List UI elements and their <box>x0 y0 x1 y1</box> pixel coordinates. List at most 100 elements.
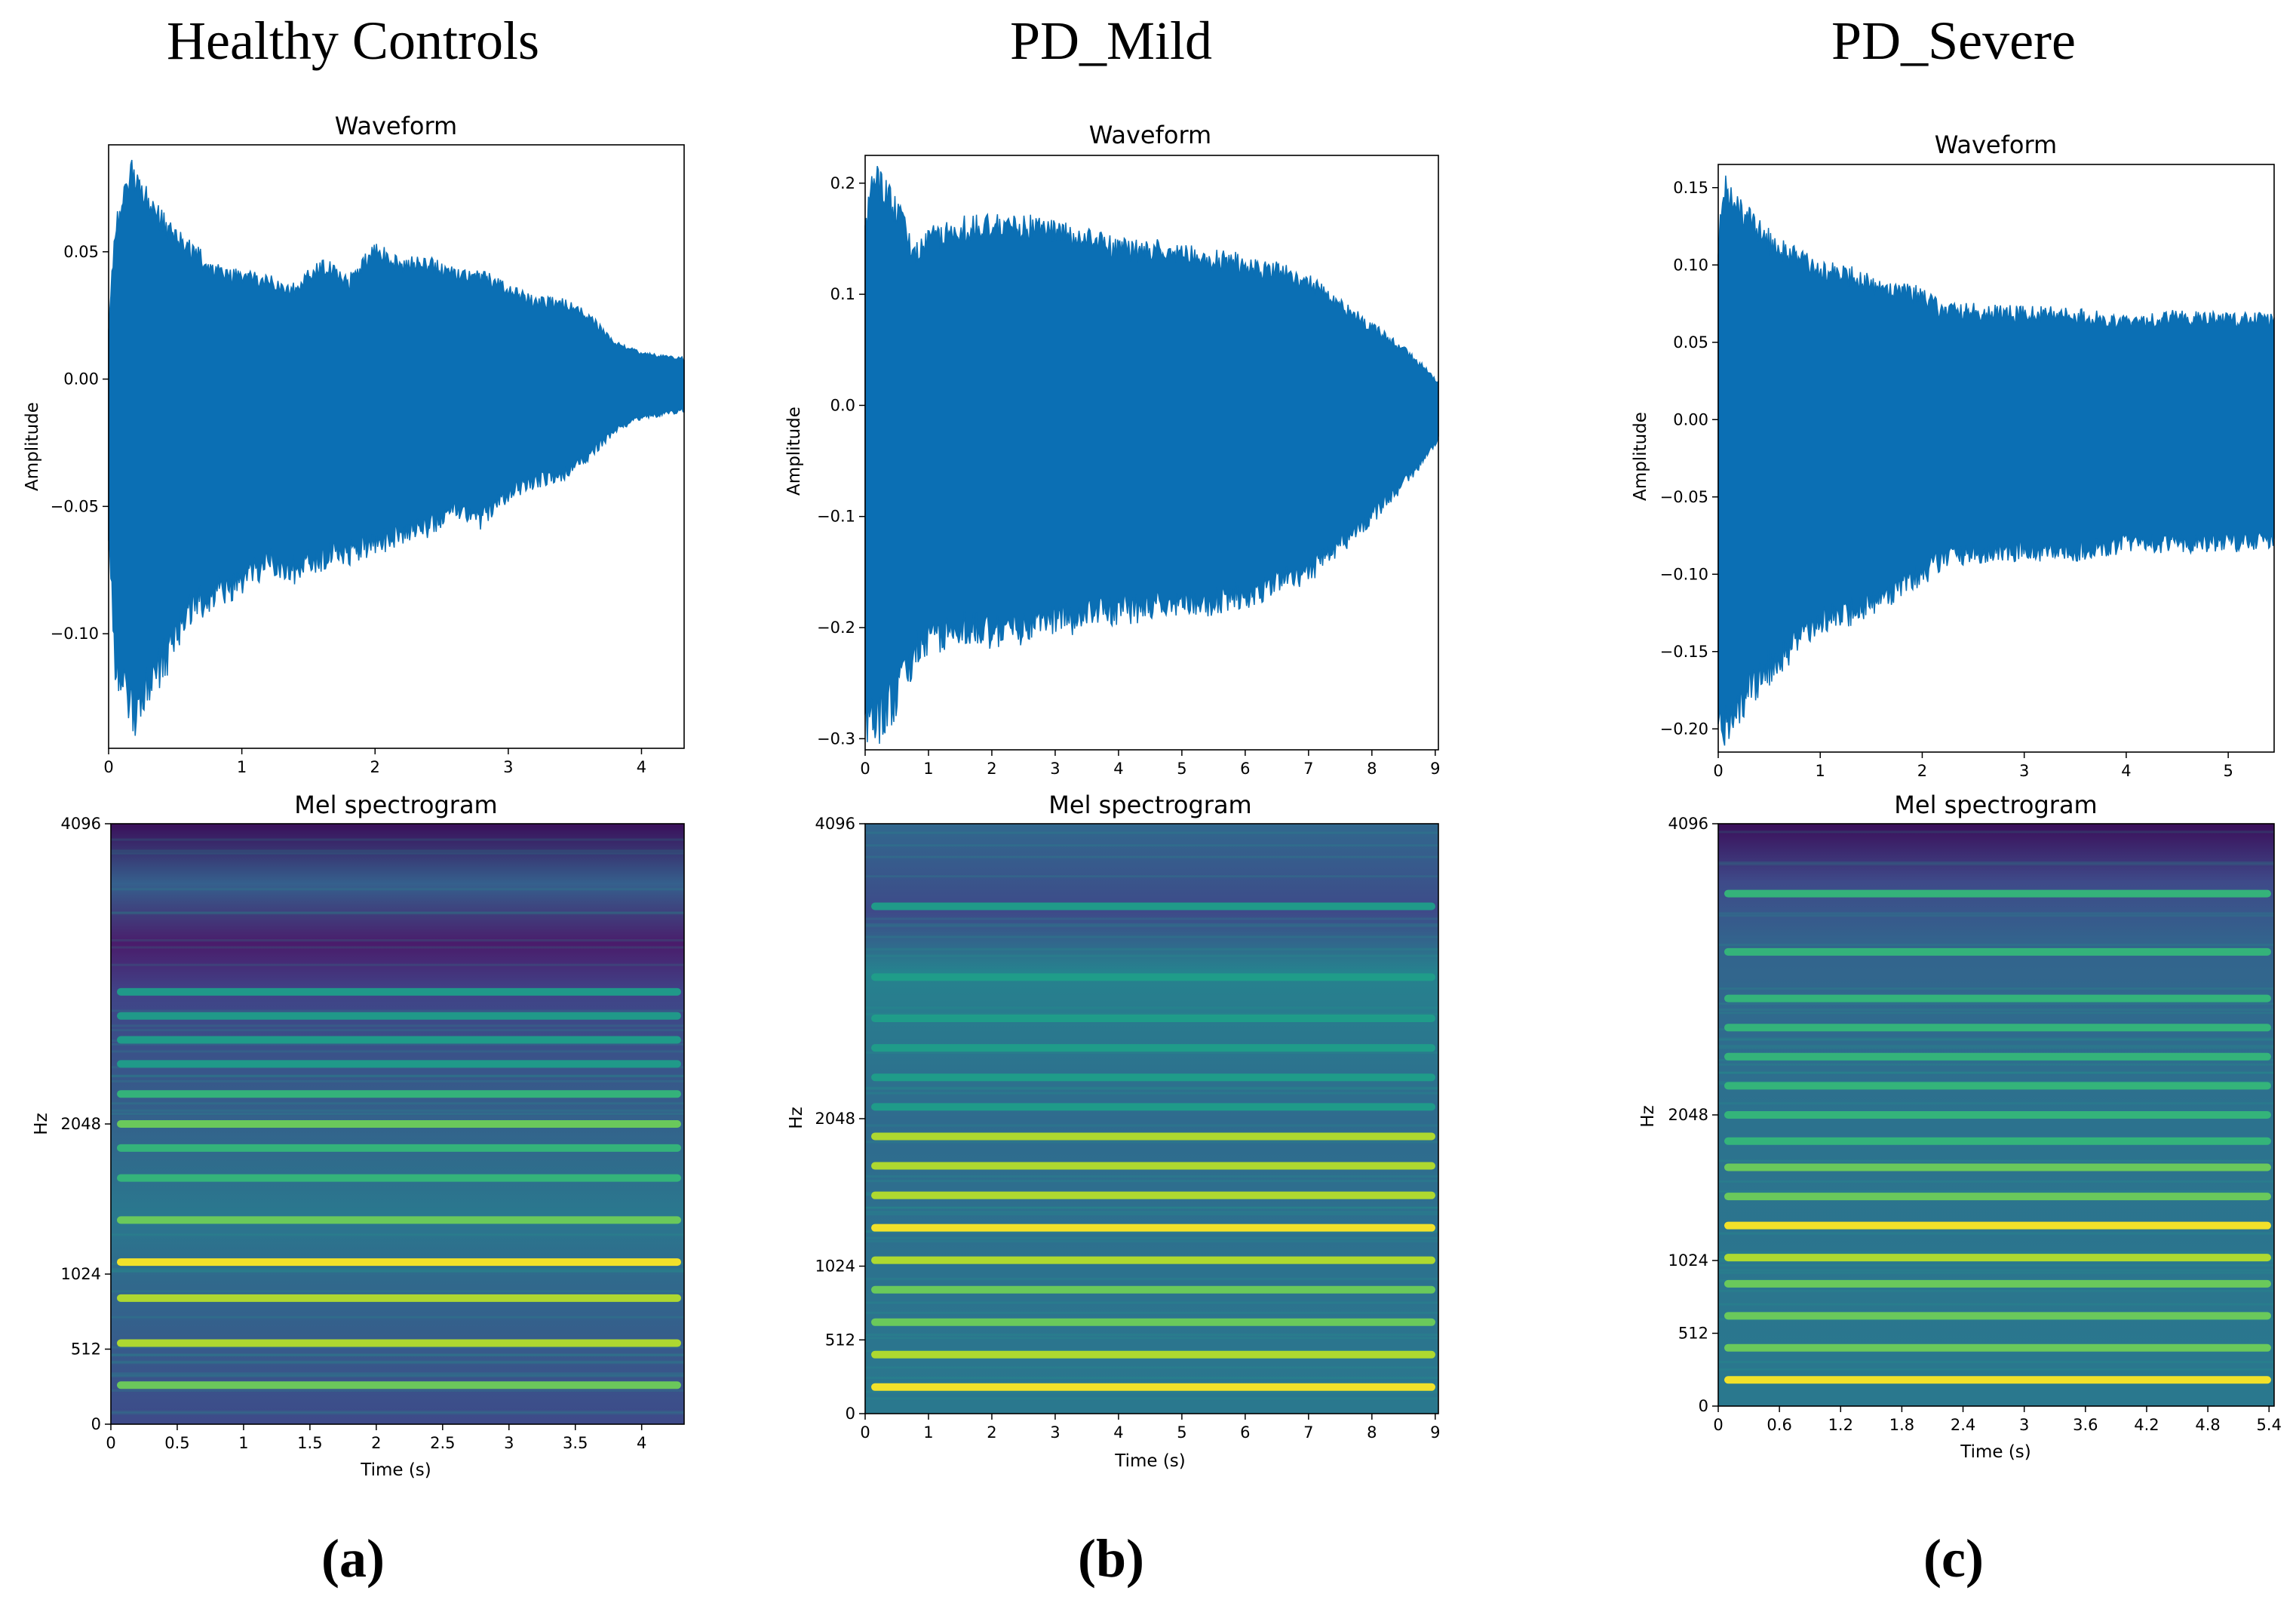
y-tick-label: 1024 <box>815 1257 855 1276</box>
spectrogram-texture <box>1718 987 2274 990</box>
spectrogram-texture <box>1718 863 2274 866</box>
x-tick-label: 7 <box>1303 760 1313 778</box>
x-tick-label: 3.5 <box>563 1434 588 1452</box>
x-tick-label: 1.8 <box>1889 1416 1914 1434</box>
spectrogram-texture <box>1718 1037 2274 1040</box>
x-tick-label: 4 <box>1113 1423 1123 1442</box>
spectrogram-texture <box>865 1213 1438 1216</box>
x-tick-label: 2 <box>370 758 380 776</box>
spectrogram-texture <box>111 1009 684 1012</box>
spectrogram-texture <box>865 831 1438 834</box>
spectrogram-texture <box>1718 944 2274 947</box>
spectrogram-texture <box>865 1334 1438 1337</box>
heading-pd-mild: PD_Mild <box>1010 11 1212 71</box>
y-tick-label: 512 <box>825 1331 855 1349</box>
spectrogram-texture <box>865 1124 1438 1127</box>
spectrogram-texture <box>111 1374 684 1377</box>
x-tick-label: 4 <box>637 758 646 776</box>
spectrogram-texture <box>111 1290 684 1293</box>
spectrogram-texture <box>1718 1190 2274 1193</box>
spectrogram-texture <box>865 855 1438 858</box>
x-tick-label: 9 <box>1430 760 1440 778</box>
y-tick-label: −0.10 <box>51 625 99 643</box>
spectrogram-texture <box>1718 1071 2274 1074</box>
x-tick-label: 0.6 <box>1767 1416 1791 1434</box>
spectrogram-texture <box>1718 1063 2274 1066</box>
spectrogram-texture <box>111 852 684 855</box>
spectrogram-texture <box>1718 1361 2274 1364</box>
x-tick-label: 1 <box>923 1423 933 1442</box>
x-tick-label: 2 <box>371 1434 381 1452</box>
harmonic-band <box>117 1294 681 1302</box>
spectrogram-texture <box>865 925 1438 928</box>
y-tick-label: −0.3 <box>817 729 855 748</box>
spectrogram-texture <box>865 1239 1438 1242</box>
y-tick-label: 0.05 <box>63 243 99 261</box>
waveform-area <box>108 159 685 736</box>
spectrogram-texture <box>865 947 1438 950</box>
x-tick-label: 0 <box>103 758 113 776</box>
spectrogram-texture <box>111 911 684 914</box>
spectrogram-texture <box>111 1074 684 1077</box>
heading-pd-severe: PD_Severe <box>1831 11 2076 71</box>
x-tick-label: 3 <box>2019 1416 2029 1434</box>
spectrogram-texture <box>1718 1044 2274 1047</box>
x-tick-label: 3.6 <box>2073 1416 2098 1434</box>
x-tick-label: 3 <box>1050 1423 1060 1442</box>
spectrogram-texture <box>111 1024 684 1027</box>
spectrogram-texture <box>865 1390 1438 1393</box>
spectrogram-texture <box>1718 1368 2274 1371</box>
spectrogram-texture <box>111 1353 684 1356</box>
y-tick-label: −0.05 <box>51 497 99 515</box>
waveform-area <box>864 165 1439 745</box>
plot-frame <box>108 144 685 749</box>
spectrogram-texture <box>865 1092 1438 1095</box>
chart-title: Waveform <box>1935 131 2057 159</box>
y-tick-label: 2048 <box>1668 1106 1708 1124</box>
x-tick-label: 5.4 <box>2257 1416 2282 1434</box>
harmonic-band <box>1724 1193 2271 1201</box>
spectrogram-texture <box>1718 861 2274 864</box>
harmonic-band <box>871 1224 1435 1232</box>
harmonic-band <box>117 1258 681 1267</box>
x-tick-label: 1 <box>923 760 933 778</box>
harmonic-band <box>1724 1137 2271 1145</box>
spectrogram-texture <box>111 1374 684 1377</box>
spectrogram-texture <box>865 1180 1438 1183</box>
x-axis-label: Time (s) <box>1960 1442 2031 1462</box>
x-tick-label: 1.2 <box>1828 1416 1853 1434</box>
spectrogram-texture <box>1718 1180 2274 1183</box>
x-tick-label: 0 <box>1713 1416 1723 1434</box>
x-axis-label: Time (s) <box>1114 1451 1186 1471</box>
spectrogram-texture <box>111 1109 684 1112</box>
spectrogram-texture <box>865 1012 1438 1015</box>
spectrogram-texture <box>865 1366 1438 1369</box>
waveform-area <box>1717 175 2275 746</box>
harmonic-band <box>1724 1312 2271 1320</box>
x-tick-label: 5 <box>1177 760 1186 778</box>
spectrogram-texture <box>1718 1102 2274 1105</box>
spectrogram-texture <box>111 1360 684 1363</box>
harmonic-band <box>871 1103 1435 1111</box>
spectrogram-texture <box>111 963 684 966</box>
harmonic-band <box>1724 1221 2271 1230</box>
x-tick-label: 2.5 <box>430 1434 455 1452</box>
harmonic-band <box>1724 1024 2271 1032</box>
spectrogram-texture <box>111 838 684 841</box>
spectrogram-texture <box>111 1042 684 1046</box>
spectrogram-texture <box>865 1052 1438 1055</box>
spectrogram-texture <box>865 1086 1438 1089</box>
y-tick-label: 4096 <box>1668 815 1708 833</box>
harmonic-band <box>1724 1376 2271 1384</box>
harmonic-band <box>871 1318 1435 1326</box>
panel-label-c: (c) <box>1923 1528 1984 1589</box>
spectrogram-texture <box>865 954 1438 957</box>
waveform-chart-pd-severe: Waveform Amplitude 0 1 2 3 4 5 0.15 0.10 0.05 0.0… <box>1631 131 2275 780</box>
spectrogram-texture <box>865 1230 1438 1233</box>
spectrogram-texture <box>111 946 684 949</box>
spectrogram-texture <box>1718 1264 2274 1267</box>
chart-title: Waveform <box>1089 121 1211 149</box>
harmonic-band <box>1724 1082 2271 1090</box>
harmonic-band <box>871 1015 1435 1023</box>
